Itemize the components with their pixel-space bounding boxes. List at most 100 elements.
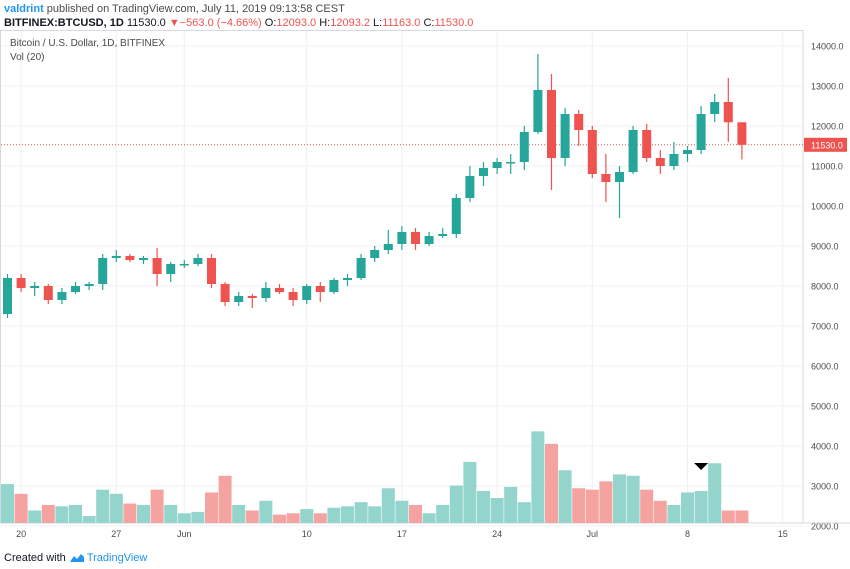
- created-with-label: Created with: [4, 552, 66, 564]
- candle-body: [628, 130, 638, 172]
- candle-body: [506, 162, 516, 164]
- candle-body: [315, 286, 325, 292]
- candle-body: [519, 132, 529, 162]
- volume-bar: [245, 510, 259, 523]
- candle-body: [465, 176, 475, 198]
- candle-body: [139, 258, 148, 260]
- candle-body: [411, 232, 420, 244]
- candle-body: [152, 258, 162, 274]
- candle-body: [370, 250, 380, 258]
- candle-body: [16, 278, 26, 288]
- candle-body: [397, 232, 407, 244]
- volume-bar: [463, 461, 477, 523]
- volume-bar: [177, 513, 191, 523]
- volume-bar: [137, 504, 150, 523]
- volume-bar: [109, 493, 123, 523]
- volume-bar: [422, 513, 436, 523]
- close-label: C:: [423, 17, 435, 29]
- volume-bar: [735, 510, 749, 523]
- candle-body: [669, 154, 679, 166]
- x-tick-label: 27: [111, 529, 121, 539]
- candle-body: [383, 244, 393, 250]
- candle-body: [343, 278, 352, 280]
- candle-body: [655, 158, 665, 166]
- y-tick-label: 2000.0: [811, 522, 839, 532]
- volume-bar: [327, 507, 341, 523]
- volume-bar: [477, 491, 490, 523]
- volume-bar: [205, 492, 218, 523]
- volume-bar: [123, 503, 137, 523]
- volume-bar: [395, 500, 409, 523]
- y-tick-label: 6000.0: [811, 362, 839, 372]
- candle-body: [220, 284, 230, 302]
- quote-line: BITFINEX:BTCUSD, 1D 11530.0 ▼−563.0 (−4.…: [4, 16, 473, 30]
- footer: Created with TradingView: [4, 550, 147, 566]
- volume-bar: [232, 504, 246, 523]
- y-tick-label: 4000.0: [811, 442, 839, 452]
- volume-bar: [150, 489, 164, 523]
- candle-body: [125, 256, 135, 260]
- candle-body: [111, 256, 121, 258]
- volume-bar: [449, 485, 463, 523]
- y-tick-label: 12000.0: [811, 122, 844, 132]
- volume-bar: [640, 489, 654, 523]
- candle-body: [3, 278, 12, 314]
- candle-body: [696, 114, 706, 150]
- volume-bar: [599, 481, 613, 523]
- y-tick-label: 9000.0: [811, 242, 839, 252]
- y-tick-label: 3000.0: [811, 482, 839, 492]
- volume-bar: [436, 504, 450, 523]
- down-arrow-marker-icon: [694, 463, 709, 471]
- candle-body: [302, 286, 312, 300]
- candle-body: [560, 114, 570, 158]
- x-tick-label: 8: [685, 529, 690, 539]
- candle-body: [438, 234, 448, 236]
- y-tick-label: 11000.0: [811, 162, 843, 172]
- low-value: 11163.0: [382, 17, 421, 29]
- last-price-label: 11530.0: [811, 140, 843, 150]
- candle-body: [737, 122, 747, 145]
- candle-body: [71, 286, 80, 292]
- x-tick-label: Jun: [177, 529, 192, 539]
- candle-body: [615, 172, 624, 182]
- volume-bar: [354, 502, 368, 523]
- volume-bar: [721, 510, 735, 523]
- tradingview-brand[interactable]: TradingView: [86, 552, 148, 564]
- last-price-badge: [804, 137, 847, 152]
- candle-body: [288, 292, 298, 300]
- y-tick-label: 14000.0: [811, 42, 844, 52]
- x-tick-label: 10: [302, 529, 312, 539]
- candle-body: [723, 102, 733, 123]
- price-chart[interactable]: 14000.0 13000.0 12000.0 11000.0 10000.0 9000.…: [0, 30, 850, 548]
- volume-bar: [381, 488, 395, 523]
- candle-body: [84, 284, 94, 286]
- last-price: 11530.0: [126, 17, 166, 29]
- x-tick-label: 15: [778, 529, 788, 539]
- chart-title: Bitcoin / U.S. Dollar, 1D, BITFINEX: [10, 38, 166, 49]
- y-tick-label: 10000.0: [811, 202, 844, 212]
- open-value: 12093.0: [276, 17, 317, 29]
- x-tick-label: 20: [16, 529, 26, 539]
- volume-bar: [694, 491, 708, 523]
- volume-bar: [259, 500, 273, 523]
- author-name[interactable]: valdrint: [4, 3, 44, 15]
- candle-body: [275, 288, 284, 292]
- candle-body: [247, 296, 257, 298]
- candle-body: [166, 264, 176, 274]
- volume-bar: [28, 510, 42, 523]
- change-down-icon: ▼: [168, 17, 180, 29]
- volume-bar: [626, 475, 640, 523]
- volume-bar: [41, 504, 55, 523]
- volume-legend: Vol (20): [10, 52, 45, 63]
- volume-bar: [286, 513, 300, 523]
- x-tick-label: 17: [397, 529, 407, 539]
- volume-bar: [273, 514, 286, 523]
- volume-bar: [653, 500, 667, 523]
- candle-body: [533, 90, 543, 132]
- tradingview-logo-icon: [69, 554, 84, 562]
- candle-body: [234, 296, 244, 302]
- volume-bar: [368, 506, 382, 523]
- symbol-label: BITFINEX:BTCUSD, 1D: [4, 17, 124, 29]
- low-label: L:: [373, 17, 383, 29]
- volume-bar: [313, 513, 327, 523]
